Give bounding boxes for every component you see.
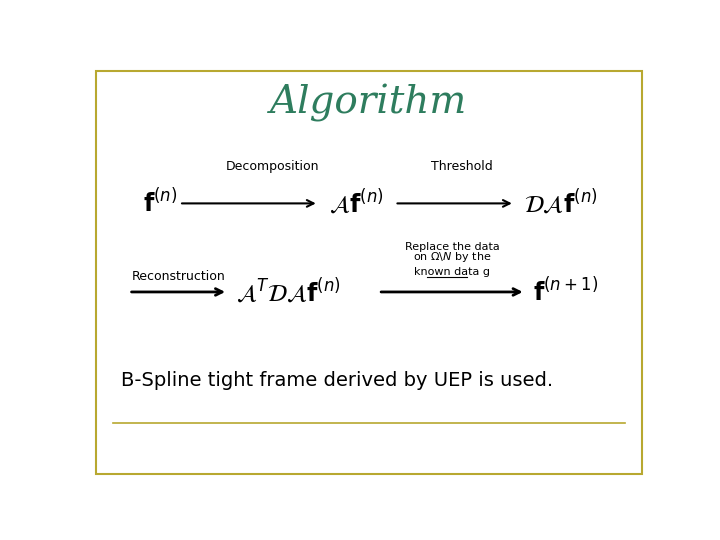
Text: known data g: known data g	[414, 267, 490, 276]
Text: B-Spline tight frame derived by UEP is used.: B-Spline tight frame derived by UEP is u…	[121, 371, 553, 390]
Text: $\mathcal{D}\mathcal{A}\mathbf{f}^{(n)}$: $\mathcal{D}\mathcal{A}\mathbf{f}^{(n)}$	[524, 189, 598, 218]
Text: $\mathcal{A}\mathbf{f}^{(n)}$: $\mathcal{A}\mathbf{f}^{(n)}$	[329, 189, 383, 218]
Text: $\mathbf{f}^{(n)}$: $\mathbf{f}^{(n)}$	[143, 189, 177, 218]
Text: on $\Omega \backslash N$ by the: on $\Omega \backslash N$ by the	[413, 250, 491, 264]
Text: $\mathbf{f}^{(n+1)}$: $\mathbf{f}^{(n+1)}$	[534, 278, 598, 306]
Text: Decomposition: Decomposition	[225, 160, 319, 173]
Text: $\mathcal{A}^T\mathcal{D}\mathcal{A}\mathbf{f}^{(n)}$: $\mathcal{A}^T\mathcal{D}\mathcal{A}\mat…	[235, 278, 341, 307]
Text: Algorithm: Algorithm	[271, 84, 467, 122]
Text: Replace the data: Replace the data	[405, 242, 499, 252]
Text: Reconstruction: Reconstruction	[132, 269, 225, 283]
Text: Threshold: Threshold	[431, 160, 493, 173]
